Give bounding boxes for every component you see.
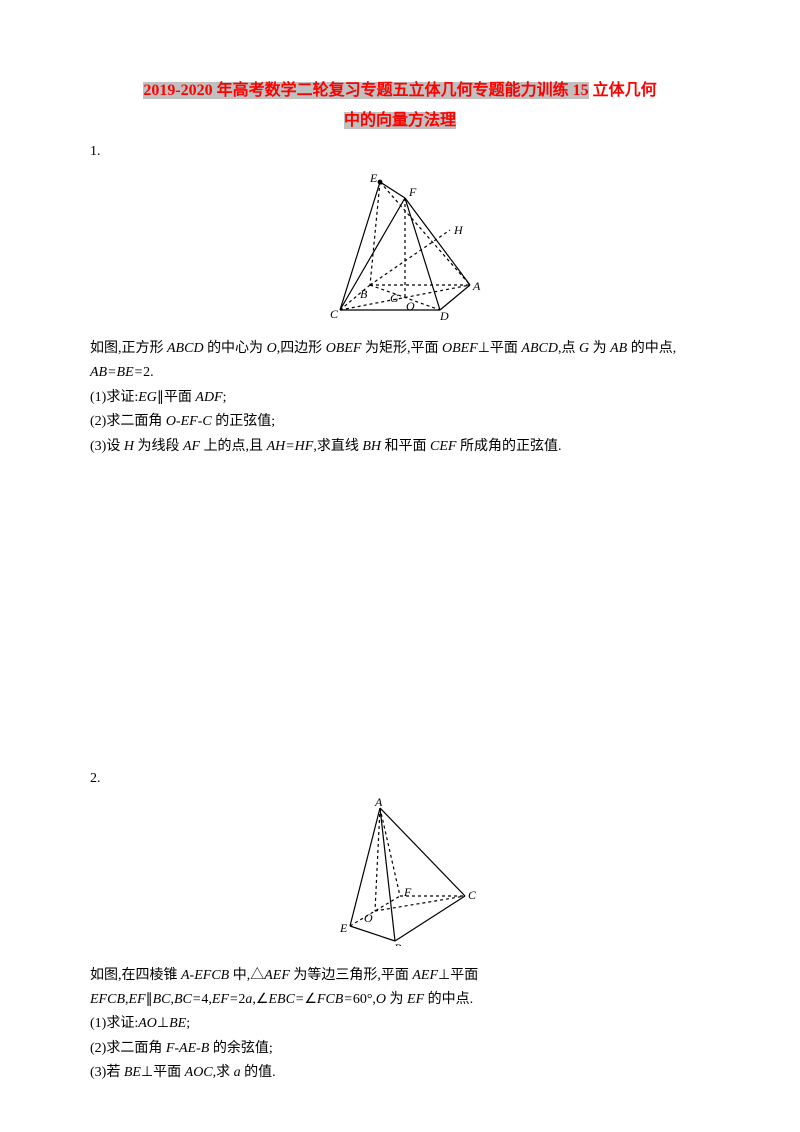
q2-label-C: C [468,888,477,902]
q1-para2: AB=BE=2. [90,362,710,384]
q1-label-H: H [453,223,464,237]
q2-figure: A C F O E B [90,796,710,954]
q1-label-A: A [472,279,481,293]
q1-label-D: D [439,309,449,320]
q1-para3: (1)求证:EG∥平面 ADF; [90,387,710,409]
q1-para4: (2)求二面角 O-EF-C 的正弦值; [90,411,710,433]
title-part-1b: 立体几何 [589,82,657,99]
q2-para2: EFCB,EF∥BC,BC=4,EF=2a,∠EBC=∠FCB=60°,O 为 … [90,989,710,1011]
q1-label-E: E [369,171,378,185]
q1-para1: 如图,正方形 ABCD 的中心为 O,四边形 OBEF 为矩形,平面 OBEF⊥… [90,338,710,360]
q2-label-E: E [339,921,348,935]
title-part-2: 中的向量方法理 [344,112,456,129]
q2-label-A: A [374,796,383,809]
vertical-gap [90,460,710,760]
q2-para5: (3)若 BE⊥平面 AOC,求 a 的值. [90,1062,710,1084]
q2-diagram-svg: A C F O E B [320,796,480,946]
q1-label-O: O [406,299,415,313]
q1-diagram-svg: E F H A B C D O G [310,170,490,320]
q1-figure: E F H A B C D O G [90,170,710,328]
q1-label-G: G [390,291,399,305]
q1-label-F: F [408,185,417,199]
q2-para3: (1)求证:AO⊥BE; [90,1013,710,1035]
q2-number: 2. [90,768,710,790]
q2-para1: 如图,在四棱锥 A-EFCB 中,△AEF 为等边三角形,平面 AEF⊥平面 [90,965,710,987]
q2-label-F: F [403,885,412,899]
q2-label-B: B [394,941,402,946]
q1-label-B: B [360,287,368,301]
q1-label-C: C [330,307,339,320]
q2-para4: (2)求二面角 F-AE-B 的余弦值; [90,1038,710,1060]
doc-title-line2: 中的向量方法理 [90,108,710,134]
q1-number: 1. [90,141,710,163]
q1-para5: (3)设 H 为线段 AF 上的点,且 AH=HF,求直线 BH 和平面 CEF… [90,436,710,458]
q2-label-O: O [364,911,373,925]
doc-title-line1: 2019-2020 年高考数学二轮复习专题五立体几何专题能力训练 15 立体几何 [90,78,710,104]
title-part-1: 2019-2020 年高考数学二轮复习专题五立体几何专题能力训练 15 [143,82,588,99]
